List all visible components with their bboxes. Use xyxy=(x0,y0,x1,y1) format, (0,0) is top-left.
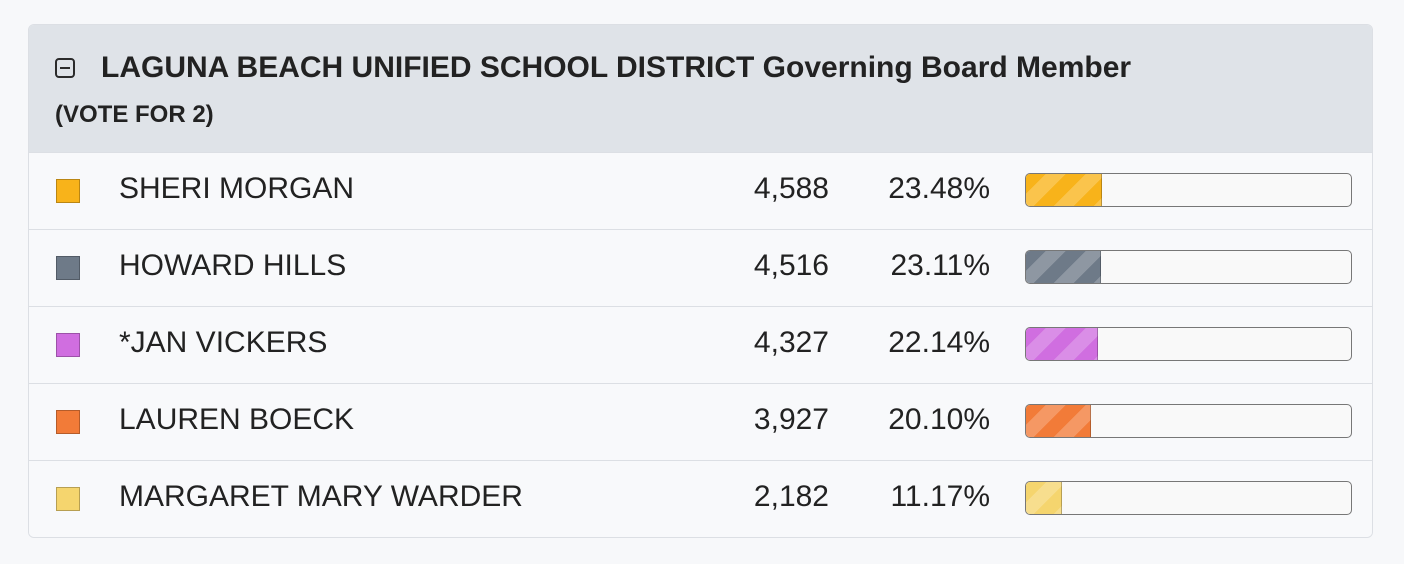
candidate-percent: 11.17% xyxy=(890,480,990,513)
contest-title-line: LAGUNA BEACH UNIFIED SCHOOL DISTRICT Gov… xyxy=(55,49,1346,87)
candidate-votes: 4,516 xyxy=(753,249,829,282)
candidate-name: SHERI MORGAN xyxy=(119,172,355,205)
candidate-name: *JAN VICKERS xyxy=(119,326,328,359)
candidate-color-swatch xyxy=(56,410,80,434)
candidate-name: MARGARET MARY WARDER xyxy=(119,480,523,513)
candidate-votes: 4,588 xyxy=(753,172,829,205)
candidate-name: LAUREN BOECK xyxy=(119,403,355,436)
candidate-votes: 4,327 xyxy=(753,326,829,359)
contest-header[interactable]: LAGUNA BEACH UNIFIED SCHOOL DISTRICT Gov… xyxy=(29,25,1372,152)
candidate-name: HOWARD HILLS xyxy=(119,249,347,282)
vote-share-bar-fill xyxy=(1026,251,1102,283)
vote-share-bar xyxy=(1025,173,1352,207)
candidate-percent: 23.48% xyxy=(888,172,990,205)
candidate-percent: 23.11% xyxy=(890,249,990,282)
candidate-color-swatch xyxy=(56,256,80,280)
vote-for-label: (VOTE FOR 2) xyxy=(55,101,214,128)
vote-share-bar xyxy=(1025,250,1352,284)
vote-share-bar xyxy=(1025,481,1352,515)
candidate-percent: 20.10% xyxy=(888,403,990,436)
contest-title: LAGUNA BEACH UNIFIED SCHOOL DISTRICT Gov… xyxy=(101,51,1132,84)
contest-panel: LAGUNA BEACH UNIFIED SCHOOL DISTRICT Gov… xyxy=(28,24,1373,538)
candidate-color-swatch xyxy=(56,487,80,511)
vote-share-bar-fill xyxy=(1026,328,1098,360)
candidate-row: HOWARD HILLS 4,516 23.11% xyxy=(29,229,1372,306)
candidate-row: *JAN VICKERS 4,327 22.14% xyxy=(29,306,1372,383)
candidate-row: LAUREN BOECK 3,927 20.10% xyxy=(29,383,1372,460)
minus-square-icon[interactable] xyxy=(55,58,75,78)
candidate-color-swatch xyxy=(56,333,80,357)
vote-share-bar xyxy=(1025,404,1352,438)
candidate-color-swatch xyxy=(56,179,80,203)
candidate-row: MARGARET MARY WARDER 2,182 11.17% xyxy=(29,460,1372,537)
vote-share-bar-fill xyxy=(1026,174,1103,206)
candidate-percent: 22.14% xyxy=(888,326,990,359)
candidate-row: SHERI MORGAN 4,588 23.48% xyxy=(29,152,1372,229)
vote-share-bar xyxy=(1025,327,1352,361)
candidate-votes: 2,182 xyxy=(753,480,829,513)
vote-share-bar-fill xyxy=(1026,405,1092,437)
vote-share-bar-fill xyxy=(1026,482,1063,514)
candidate-votes: 3,927 xyxy=(753,403,829,436)
